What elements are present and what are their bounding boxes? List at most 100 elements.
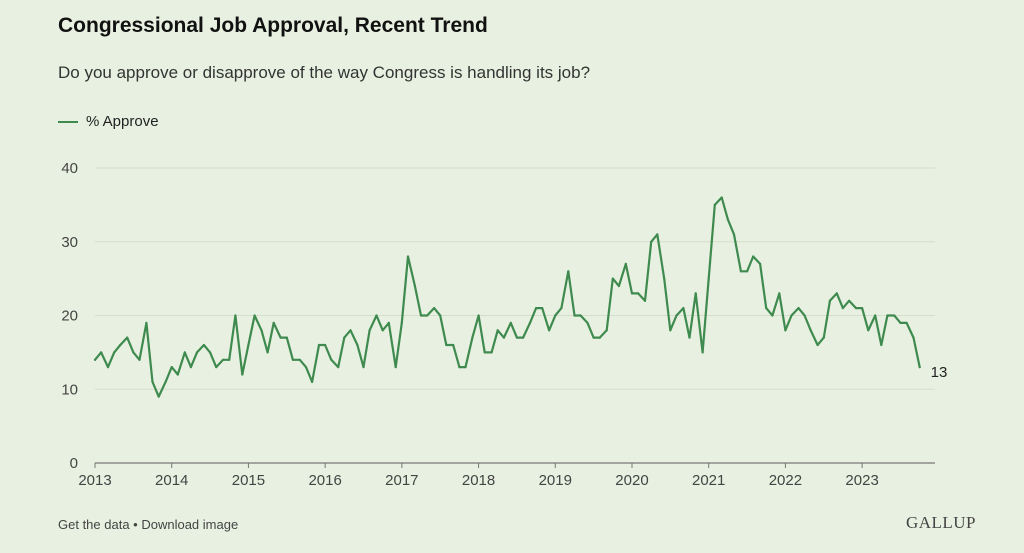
- data-point: [797, 307, 800, 310]
- data-point: [279, 336, 282, 339]
- data-point: [502, 336, 505, 339]
- data-point: [732, 233, 736, 236]
- data-point: [119, 343, 122, 347]
- x-tick-label: 2017: [385, 472, 418, 489]
- data-point: [841, 307, 845, 310]
- data-point: [867, 329, 870, 332]
- data-point: [349, 329, 352, 332]
- data-point: [912, 336, 915, 339]
- data-point: [176, 373, 179, 376]
- data-point: [752, 255, 755, 258]
- grid-lines: [95, 167, 935, 390]
- data-point: [598, 336, 601, 339]
- data-point: [426, 314, 429, 317]
- series-line-approve: [93, 196, 921, 398]
- data-point: [624, 262, 627, 265]
- data-point: [707, 277, 710, 280]
- data-point: [803, 314, 806, 317]
- data-point: [656, 233, 659, 236]
- data-point: [291, 358, 294, 361]
- chart-subtitle: Do you approve or disapprove of the way …: [58, 63, 591, 82]
- data-point: [637, 292, 640, 295]
- data-point: [132, 351, 135, 354]
- data-point: [452, 343, 455, 347]
- chart-legend: % Approve: [58, 113, 159, 130]
- y-tick-label: 20: [61, 308, 78, 325]
- data-point: [228, 358, 231, 361]
- data-point: [586, 321, 589, 324]
- chart-title: Congressional Job Approval, Recent Trend: [58, 14, 488, 37]
- data-point: [189, 366, 192, 369]
- data-point: [151, 380, 154, 383]
- download-image-link[interactable]: Download image: [141, 517, 239, 532]
- data-point: [195, 351, 199, 354]
- data-point: [222, 358, 225, 361]
- y-tick-label: 0: [70, 455, 78, 472]
- data-point: [522, 336, 525, 339]
- data-point: [790, 314, 793, 317]
- data-point: [157, 395, 160, 398]
- data-point: [880, 343, 883, 347]
- data-point: [106, 366, 110, 369]
- data-point: [822, 336, 825, 339]
- data-point: [433, 307, 436, 310]
- data-point: [605, 329, 608, 332]
- data-point: [579, 314, 582, 317]
- data-point: [458, 366, 461, 369]
- data-point: [375, 314, 378, 317]
- data-point: [688, 336, 691, 339]
- data-point: [317, 343, 321, 347]
- data-point: [439, 314, 442, 317]
- data-point: [701, 351, 704, 354]
- data-point: [899, 321, 902, 324]
- data-point: [567, 270, 570, 273]
- get-data-link[interactable]: Get the data: [58, 517, 130, 532]
- data-point: [643, 299, 647, 302]
- data-point: [573, 314, 576, 317]
- data-point: [611, 277, 614, 280]
- data-point: [330, 358, 333, 361]
- data-point: [477, 314, 480, 317]
- data-point: [650, 240, 653, 243]
- data-point: [713, 203, 716, 206]
- data-point: [835, 292, 838, 295]
- data-point: [528, 321, 532, 324]
- data-point: [387, 321, 390, 324]
- data-point: [343, 336, 346, 339]
- data-point: [739, 270, 743, 273]
- data-point: [765, 307, 768, 310]
- x-tick-label: 2014: [155, 472, 188, 489]
- y-tick-labels: 0 10 20 30 40: [61, 160, 78, 472]
- data-point: [247, 343, 250, 347]
- data-point: [164, 380, 167, 383]
- data-point: [746, 270, 749, 273]
- data-point: [490, 351, 493, 354]
- data-point: [241, 373, 244, 376]
- data-point: [694, 292, 697, 295]
- data-point: [617, 284, 621, 288]
- data-point: [266, 351, 269, 354]
- data-point: [535, 307, 538, 310]
- footer-separator: •: [129, 517, 142, 532]
- data-point: [113, 351, 116, 354]
- data-point: [592, 336, 595, 339]
- data-point: [311, 380, 314, 383]
- data-point: [560, 307, 563, 310]
- data-point: [893, 314, 896, 317]
- x-tick-label: 2013: [78, 472, 111, 489]
- x-tick-label: 2015: [232, 472, 265, 489]
- data-point: [759, 262, 762, 265]
- data-point: [675, 314, 678, 317]
- data-point: [413, 284, 416, 288]
- end-label-layer: 13: [931, 364, 948, 381]
- x-tick-label: 2020: [615, 472, 648, 489]
- series-layer: [93, 196, 921, 398]
- x-tick-label: 2018: [462, 472, 495, 489]
- y-tick-label: 10: [61, 381, 78, 398]
- data-point: [368, 329, 371, 332]
- data-point: [471, 336, 474, 339]
- data-point: [183, 351, 186, 354]
- data-point: [215, 366, 218, 369]
